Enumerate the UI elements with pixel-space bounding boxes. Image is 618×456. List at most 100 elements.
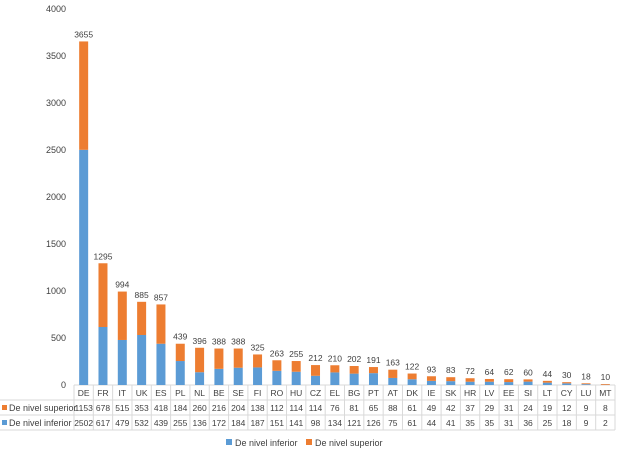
bar-inferior-SI [523, 381, 533, 385]
category-label: CY [561, 388, 573, 398]
y-tick-label: 2000 [46, 192, 66, 202]
table-cell-inferior: 35 [485, 418, 495, 428]
total-label: 212 [308, 353, 322, 363]
bar-inferior-IE [426, 380, 436, 385]
table-cell-superior: 184 [173, 403, 187, 413]
total-label: 388 [212, 337, 226, 347]
bar-superior-SI [523, 379, 533, 382]
table-cell-superior: 216 [212, 403, 226, 413]
bar-superior-HR [465, 378, 475, 382]
total-label: 191 [366, 355, 380, 365]
bar-inferior-DK [407, 379, 417, 385]
bar-superior-LV [484, 378, 494, 382]
bar-superior-NL [195, 347, 205, 373]
category-label: EL [330, 388, 341, 398]
category-label: BG [348, 388, 360, 398]
y-tick-label: 2500 [46, 145, 66, 155]
category-label: IE [427, 388, 435, 398]
table-cell-inferior: 9 [584, 418, 589, 428]
table-cell-superior: 31 [504, 403, 514, 413]
table-cell-inferior: 184 [231, 418, 245, 428]
table-cell-superior: 353 [135, 403, 149, 413]
table-row-label: De nivel superior [9, 403, 77, 413]
table-cell-inferior: 151 [270, 418, 284, 428]
table-row-label: De nivel inferior [9, 418, 72, 428]
total-label: 72 [465, 366, 475, 376]
table-cell-inferior: 98 [311, 418, 321, 428]
total-label: 263 [270, 348, 284, 358]
bar-superior-FR [98, 263, 108, 328]
bar-inferior-CY [562, 383, 572, 385]
table-cell-superior: 112 [270, 403, 284, 413]
category-label: SE [233, 388, 245, 398]
table-cell-superior: 42 [446, 403, 456, 413]
category-label: MT [599, 388, 611, 398]
total-label: 30 [562, 370, 572, 380]
bar-inferior-FR [98, 327, 108, 385]
bar-inferior-IT [117, 339, 127, 385]
bar-superior-CY [562, 382, 572, 384]
category-label: FI [254, 388, 262, 398]
table-cell-inferior: 44 [427, 418, 437, 428]
table-cell-inferior: 136 [192, 418, 206, 428]
legend-label-inferior: De nivel inferior [235, 438, 298, 448]
bar-inferior-LT [542, 382, 552, 385]
table-cell-inferior: 2 [603, 418, 608, 428]
table-cell-inferior: 121 [347, 418, 361, 428]
bar-superior-CZ [311, 365, 321, 376]
table-cell-superior: 76 [330, 403, 340, 413]
category-label: BE [213, 388, 225, 398]
total-label: 994 [115, 280, 129, 290]
bar-inferior-EE [504, 382, 514, 385]
table-cell-inferior: 172 [212, 418, 226, 428]
bar-superior-AT [388, 369, 398, 378]
bar-superior-LT [542, 380, 552, 383]
bar-inferior-SK [446, 381, 456, 385]
total-label: 93 [427, 364, 437, 374]
table-cell-superior: 65 [369, 403, 379, 413]
total-label: 62 [504, 367, 514, 377]
total-label: 202 [347, 354, 361, 364]
total-label: 439 [173, 332, 187, 342]
total-label: 18 [581, 371, 591, 381]
category-label: CZ [310, 388, 321, 398]
category-label: RO [271, 388, 284, 398]
legend-key-inferior [226, 439, 232, 445]
total-label: 64 [485, 367, 495, 377]
table-cell-superior: 515 [115, 403, 129, 413]
category-label: HR [464, 388, 476, 398]
bar-superior-PT [368, 367, 378, 374]
table-cell-superior: 61 [407, 403, 417, 413]
table-cell-superior: 81 [349, 403, 359, 413]
bar-inferior-EL [330, 372, 340, 385]
bar-superior-ES [156, 304, 166, 344]
category-label: DK [406, 388, 418, 398]
bar-inferior-DE [79, 149, 89, 385]
bar-inferior-LU [581, 384, 591, 385]
table-cell-inferior: 31 [504, 418, 514, 428]
category-label: IT [119, 388, 127, 398]
total-label: 122 [405, 362, 419, 372]
total-label: 396 [192, 336, 206, 346]
category-label: UK [136, 388, 148, 398]
bar-superior-BG [349, 366, 359, 374]
bar-superior-PL [175, 343, 185, 362]
bar-superior-SE [233, 348, 243, 368]
bar-inferior-FI [253, 367, 263, 385]
bar-superior-RO [272, 360, 282, 371]
bar-superior-FI [253, 354, 263, 368]
table-cell-inferior: 35 [465, 418, 475, 428]
table-cell-superior: 9 [584, 403, 589, 413]
table-cell-superior: 29 [485, 403, 495, 413]
total-label: 60 [523, 367, 533, 377]
y-tick-label: 500 [51, 333, 66, 343]
category-label: LU [581, 388, 592, 398]
bar-inferior-SE [233, 367, 243, 385]
total-label: 10 [601, 372, 611, 382]
y-tick-label: 3500 [46, 51, 66, 61]
category-label: NL [194, 388, 205, 398]
table-cell-superior: 12 [562, 403, 572, 413]
bar-inferior-ES [156, 343, 166, 385]
bar-inferior-RO [272, 370, 282, 385]
